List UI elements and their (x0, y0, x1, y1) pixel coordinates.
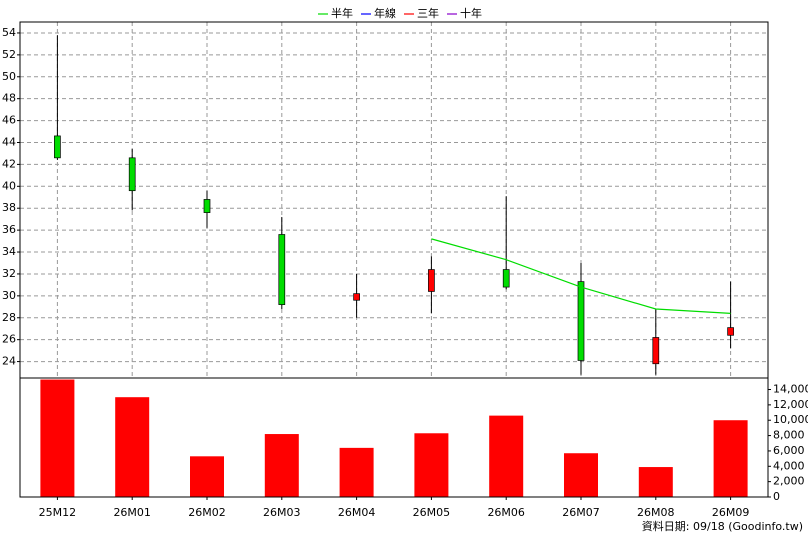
y-tick-label: 54 (2, 26, 16, 39)
candle-body (428, 269, 435, 292)
legend-label: 半年 (331, 6, 353, 20)
candle-body (128, 157, 136, 192)
volume-bar (638, 467, 673, 497)
y-tick-label: 26 (2, 333, 16, 346)
volume-bar (564, 453, 598, 497)
y-tick-label: 38 (2, 201, 16, 214)
candle-body (502, 269, 510, 288)
y-tick-label: 28 (2, 311, 16, 324)
y-tick-label: 46 (2, 114, 16, 127)
candle-body (727, 327, 734, 336)
y-tick-label: 34 (2, 245, 16, 258)
x-tick-label: 26M09 (712, 506, 750, 519)
y-tick-label: 10,000 (773, 413, 808, 426)
y-tick-label: 6,000 (773, 444, 805, 457)
y-tick-label: 2,000 (773, 475, 805, 488)
x-tick-label: 26M08 (637, 506, 675, 519)
panel-frame (19, 377, 769, 498)
x-tick-label: 26M07 (562, 506, 600, 519)
legend-label: 三年 (417, 6, 439, 20)
y-tick-label: 24 (2, 355, 16, 368)
volume-bar (414, 433, 449, 497)
y-tick-label: 0 (773, 490, 780, 503)
y-tick-label: 44 (2, 135, 16, 148)
candle-body (577, 281, 585, 361)
y-tick-label: 52 (2, 48, 16, 61)
y-tick-label: 12,000 (773, 398, 808, 411)
y-tick-label: 30 (2, 289, 16, 302)
candle-body (652, 337, 660, 365)
y-tick-label: 50 (2, 70, 16, 83)
x-tick-label: 26M04 (338, 506, 376, 519)
y-tick-label: 8,000 (773, 429, 805, 442)
y-tick-label: 36 (2, 223, 16, 236)
y-tick-label: 32 (2, 267, 16, 280)
y-tick-label: 42 (2, 157, 16, 170)
y-tick-label: 14,000 (773, 383, 808, 396)
y-tick-label: 40 (2, 179, 16, 192)
legend-label: 年線 (374, 6, 396, 20)
candle-body (353, 293, 360, 301)
y-tick-label: 48 (2, 92, 16, 105)
candle-body (54, 135, 61, 159)
y-tick-label: 4,000 (773, 459, 805, 472)
volume-bar (264, 434, 299, 497)
volume-bar (115, 397, 150, 497)
volume-bar (40, 379, 75, 497)
footer: 資料日期: 09/18 (Goodinfo.tw) (642, 519, 803, 533)
x-tick-label: 26M01 (113, 506, 151, 519)
x-tick-label: 26M05 (413, 506, 451, 519)
x-tick-label: 26M02 (188, 506, 226, 519)
volume-bar (713, 420, 748, 497)
candle-body (278, 234, 286, 305)
x-tick-label: 26M06 (487, 506, 525, 519)
x-tick-label: 26M03 (263, 506, 301, 519)
volume-bar (190, 456, 224, 497)
legend-label: 十年 (460, 6, 482, 20)
volume-bar (339, 447, 374, 497)
candle-body (203, 199, 211, 213)
ma-line (431, 238, 731, 314)
x-tick-label: 25M12 (39, 506, 77, 519)
volume-bar (489, 415, 524, 497)
